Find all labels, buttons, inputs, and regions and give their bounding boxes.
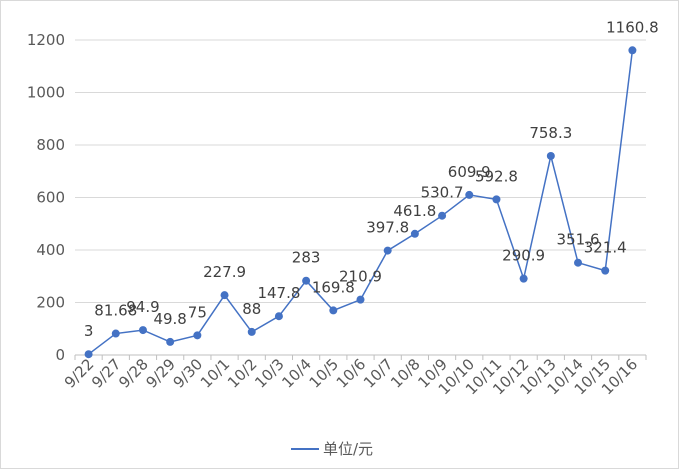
x-tick-label: 9/28 [115, 355, 152, 392]
data-label: 530.7 [421, 184, 464, 202]
x-tick-label: 10/2 [224, 355, 261, 392]
series-line [84, 46, 637, 359]
data-label: 321.4 [584, 239, 627, 257]
y-axis: 0 200 400 600 800 1000 1200 [27, 31, 65, 364]
x-tick-label: 10/8 [387, 355, 424, 392]
data-point [166, 337, 175, 346]
legend-label: 单位/元 [323, 440, 373, 458]
data-point [492, 195, 501, 204]
data-label: 397.8 [366, 219, 409, 237]
data-point [329, 306, 338, 315]
data-label: 3 [84, 322, 94, 340]
data-point [546, 151, 555, 160]
x-tick-label: 10/7 [360, 355, 397, 392]
x-tick-label: 9/22 [61, 355, 98, 392]
data-label: 290.9 [502, 247, 545, 265]
data-label: 609.9 [448, 163, 491, 181]
x-tick-label: 9/30 [170, 355, 207, 392]
data-point [519, 274, 528, 283]
y-tick-label: 1000 [27, 84, 65, 102]
data-point [111, 329, 120, 338]
data-point [84, 350, 93, 359]
data-point [274, 312, 283, 321]
data-point [138, 326, 147, 335]
data-point [193, 331, 202, 340]
data-label: 81.68 [94, 302, 137, 320]
data-label: 147.8 [257, 284, 300, 302]
data-point [465, 190, 474, 199]
x-tick-label: 9/29 [142, 355, 179, 392]
y-tick-label: 200 [36, 294, 65, 312]
x-tick-label: 10/3 [251, 355, 288, 392]
data-point [220, 291, 229, 300]
x-tick-label: 10/6 [333, 355, 370, 392]
x-axis: 9/229/279/289/299/3010/110/210/310/410/5… [61, 354, 647, 398]
data-label: 94.9 [126, 298, 159, 316]
x-tick-label: 10/5 [306, 355, 343, 392]
x-tick-label: 10/1 [197, 355, 234, 392]
data-point [574, 258, 583, 267]
x-tick-label: 10/4 [278, 355, 315, 392]
data-label: 75 [188, 303, 207, 321]
y-tick-label: 0 [55, 346, 65, 364]
data-label: 1160.8 [606, 18, 659, 36]
data-label: 210.9 [339, 268, 382, 286]
data-point [438, 211, 447, 220]
data-point [356, 295, 365, 304]
data-point [383, 246, 392, 255]
data-label: 88 [242, 300, 261, 318]
data-point [302, 276, 311, 285]
y-tick-label: 800 [36, 136, 65, 154]
data-point [247, 327, 256, 336]
data-label: 351.6 [557, 231, 600, 249]
data-label: 283 [292, 249, 321, 267]
data-point [410, 229, 419, 238]
data-label: 227.9 [203, 263, 246, 281]
y-tick-label: 400 [36, 241, 65, 259]
legend: 单位/元 [291, 440, 373, 458]
data-label: 461.8 [393, 202, 436, 220]
data-point [601, 266, 610, 275]
y-tick-label: 1200 [27, 31, 65, 49]
gridlines [75, 39, 646, 303]
series-path [88, 50, 634, 355]
y-tick-label: 600 [36, 189, 65, 207]
data-label: 49.8 [153, 310, 186, 328]
data-label: 592.8 [475, 167, 518, 185]
x-tick-label: 9/27 [88, 355, 125, 392]
data-point [628, 46, 637, 55]
data-label: 758.3 [529, 124, 572, 142]
data-label: 169.8 [312, 278, 355, 296]
